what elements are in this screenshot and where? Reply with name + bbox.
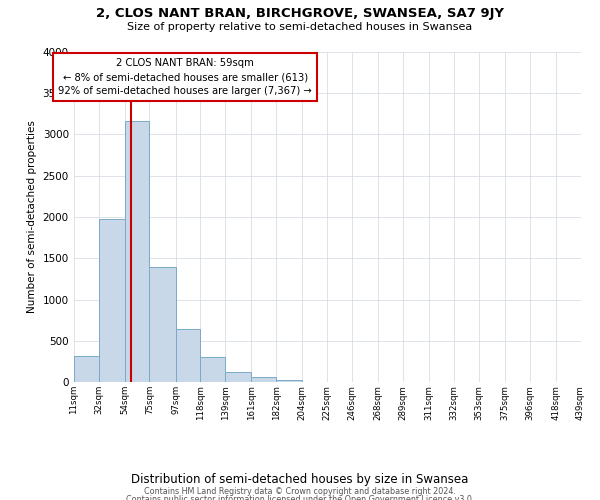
Bar (200, 357, 225, 382)
Bar (149, 268, 176, 382)
Y-axis label: Number of semi-detached properties: Number of semi-detached properties (27, 120, 37, 314)
Text: Size of property relative to semi-detached houses in Swansea: Size of property relative to semi-detach… (127, 22, 473, 32)
Bar (98, 218, 125, 382)
Bar (251, 377, 276, 382)
Bar (225, 372, 251, 382)
Text: 2, CLOS NANT BRAN, BIRCHGROVE, SWANSEA, SA7 9JY: 2, CLOS NANT BRAN, BIRCHGROVE, SWANSEA, … (96, 8, 504, 20)
Bar (276, 380, 302, 382)
Bar (176, 330, 200, 382)
Text: Contains HM Land Registry data © Crown copyright and database right 2024.: Contains HM Land Registry data © Crown c… (144, 488, 456, 496)
Text: Distribution of semi-detached houses by size in Swansea: Distribution of semi-detached houses by … (131, 472, 469, 486)
Bar (125, 121, 149, 382)
Text: 2 CLOS NANT BRAN: 59sqm
← 8% of semi-detached houses are smaller (613)
92% of se: 2 CLOS NANT BRAN: 59sqm ← 8% of semi-det… (58, 58, 312, 96)
Bar (74, 356, 98, 382)
Text: Contains public sector information licensed under the Open Government Licence v3: Contains public sector information licen… (126, 495, 474, 500)
